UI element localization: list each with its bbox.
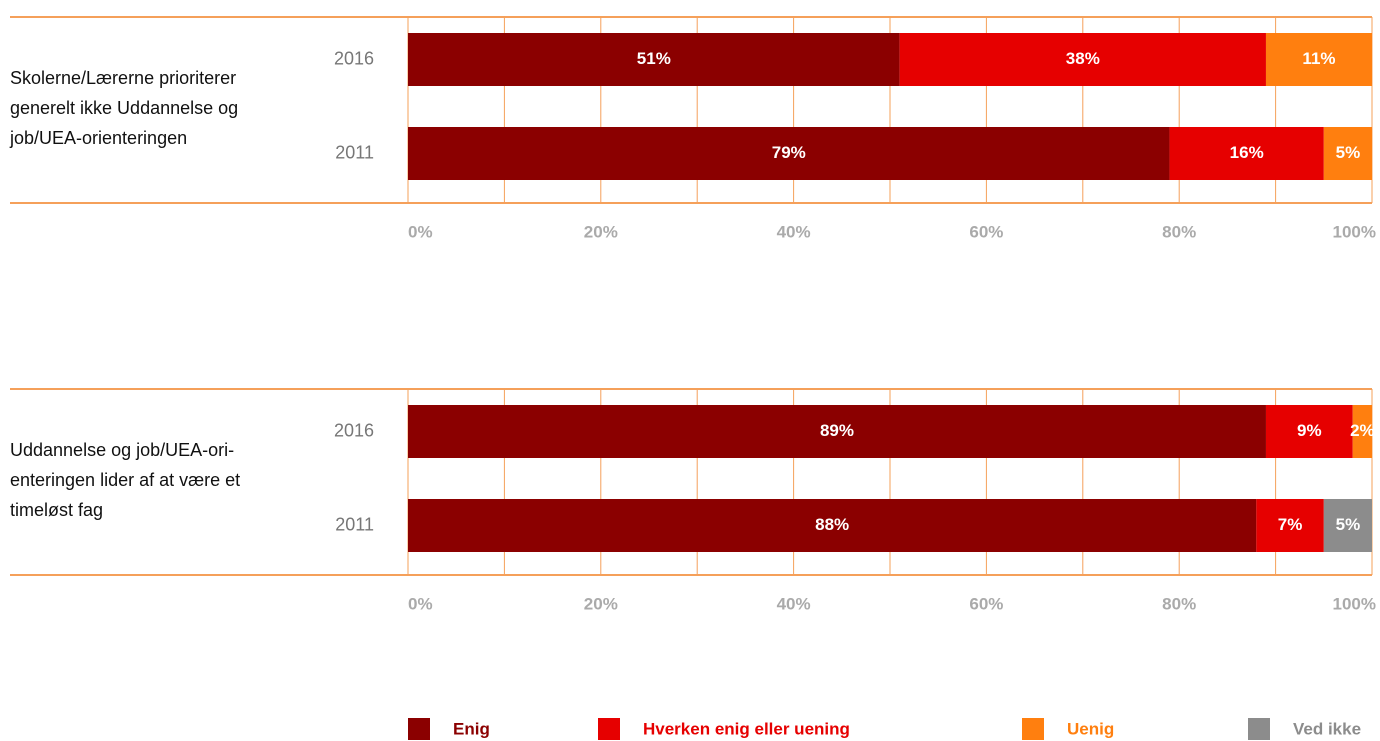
legend-label: Uenig [1067,719,1114,738]
bar-segment [408,33,900,86]
value-label: 5% [1336,515,1361,534]
y-tick-label: 2011 [335,142,374,162]
legend-swatch [1248,718,1270,740]
value-label: 9% [1297,421,1322,440]
x-tick-label: 0% [408,594,433,613]
legend-label: Ved ikke [1293,719,1361,738]
y-tick-label: 2016 [334,48,374,68]
value-label: 16% [1230,143,1264,162]
value-label: 88% [815,515,849,534]
x-tick-label: 0% [408,222,433,241]
value-label: 89% [820,421,854,440]
bar-segment [408,127,1170,180]
value-label: 51% [637,49,671,68]
question-label: timeløst fag [10,500,103,520]
bar-segment [1323,499,1372,552]
value-label: 2% [1350,421,1375,440]
question-label: generelt ikke Uddannelse og [10,98,238,118]
x-tick-label: 20% [584,594,618,613]
x-tick-label: 60% [969,222,1003,241]
x-tick-label: 100% [1333,222,1376,241]
bar-segment [1323,127,1372,180]
question-label: enteringen lider af at være et [10,470,240,490]
x-tick-label: 40% [777,222,811,241]
bar-segment [1265,33,1372,86]
value-label: 79% [772,143,806,162]
y-tick-label: 2016 [334,420,374,440]
x-tick-label: 20% [584,222,618,241]
bar-segment [1352,405,1372,458]
bar-segment [1256,499,1324,552]
legend-swatch [408,718,430,740]
legend-label: Hverken enig eller uening [643,719,850,738]
x-tick-label: 80% [1162,222,1196,241]
legend-swatch [1022,718,1044,740]
x-tick-label: 100% [1333,594,1376,613]
value-label: 38% [1066,49,1100,68]
x-tick-label: 80% [1162,594,1196,613]
bar-segment [899,33,1266,86]
x-tick-label: 60% [969,594,1003,613]
legend-label: Enig [453,719,490,738]
value-label: 5% [1336,143,1361,162]
x-tick-label: 40% [777,594,811,613]
bar-segment [1265,405,1353,458]
legend-swatch [598,718,620,740]
value-label: 7% [1278,515,1303,534]
question-label: Uddannelse og job/UEA-ori- [10,440,234,460]
bar-segment [408,499,1257,552]
value-label: 11% [1302,49,1335,68]
bar-segment [408,405,1266,458]
question-label: job/UEA-orienteringen [9,128,187,148]
y-tick-label: 2011 [335,514,374,534]
bar-segment [1169,127,1324,180]
question-label: Skolerne/Lærerne prioriterer [10,68,236,88]
